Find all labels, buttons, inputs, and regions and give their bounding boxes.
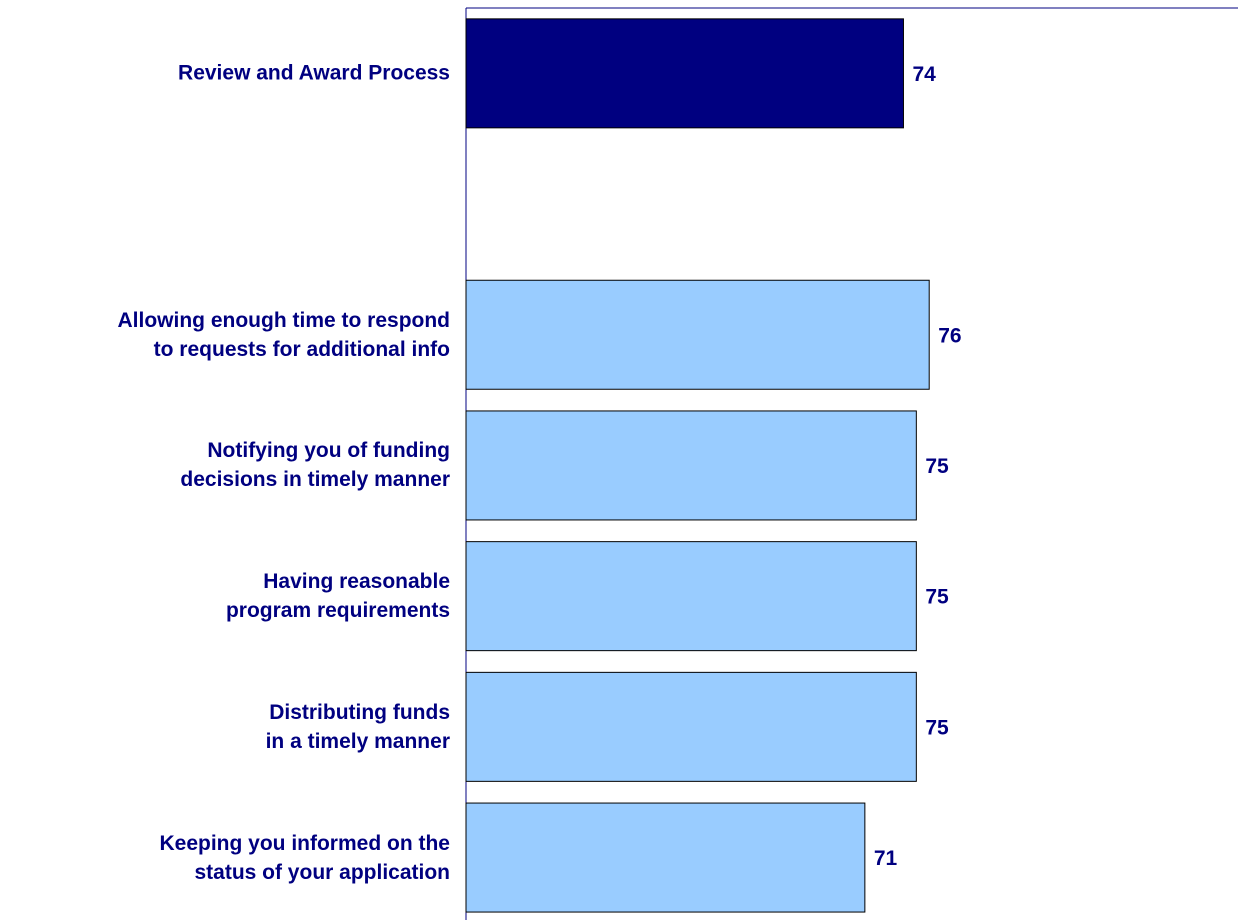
category-label: Having reasonable program requirements — [225, 570, 450, 623]
bar — [465, 279, 930, 390]
bar — [465, 671, 917, 782]
category-label: Notifying you of funding decisions in ti… — [180, 439, 450, 492]
value-label: 75 — [925, 716, 949, 739]
category-label: Distributing funds in a timely manner — [265, 700, 450, 753]
bar — [465, 18, 904, 129]
bar — [465, 541, 917, 652]
value-label: 71 — [874, 847, 898, 870]
category-label: Review and Award Process — [178, 61, 450, 85]
value-label: 76 — [938, 324, 961, 347]
value-label: 74 — [912, 63, 936, 86]
bar — [465, 410, 917, 521]
category-label: Keeping you informed on the status of yo… — [159, 831, 450, 884]
category-label: Allowing enough time to respond to reque… — [117, 308, 450, 361]
value-label: 75 — [925, 455, 949, 478]
value-label: 75 — [925, 586, 949, 609]
bar — [465, 802, 866, 913]
